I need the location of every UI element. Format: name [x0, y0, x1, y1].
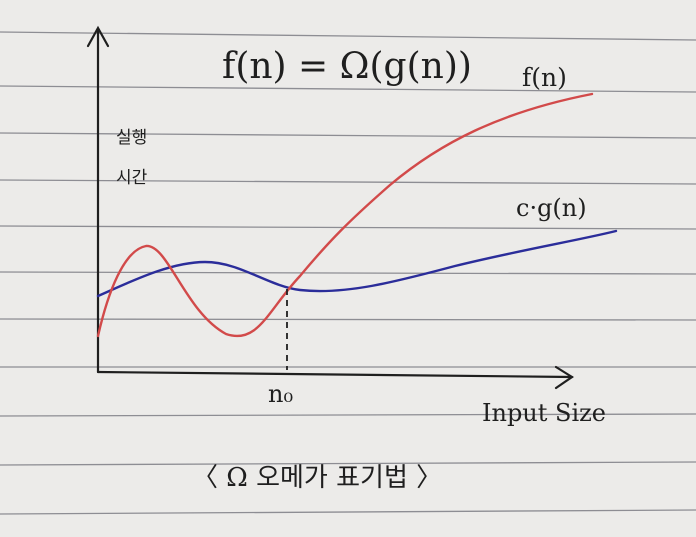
series-label-cgn: c·g(n)	[516, 194, 587, 222]
n0-label: n₀	[268, 380, 293, 408]
series-line-fn	[96, 92, 594, 338]
ruled-line	[0, 271, 696, 275]
y-axis-label-line1: 실행	[116, 128, 147, 148]
ruled-lines	[0, 31, 696, 515]
ruled-line	[0, 31, 696, 41]
caption: 〈 Ω 오메가 표기법 〉	[192, 463, 442, 493]
series-line-cgn	[96, 229, 618, 298]
ruled-line	[0, 413, 696, 417]
ruled-line	[0, 225, 696, 230]
x-axis	[96, 370, 574, 379]
ruled-line	[0, 461, 696, 466]
axes	[86, 25, 575, 390]
y-axis-label-line2: 시간	[116, 168, 148, 188]
ruled-line	[0, 179, 696, 185]
ruled-line	[0, 132, 696, 139]
series-label-fn: f(n)	[522, 63, 567, 92]
y-axis-arrow	[86, 25, 110, 48]
ruled-line	[0, 509, 696, 515]
ruled-line	[0, 85, 696, 93]
x-axis-label: Input Size	[482, 399, 606, 427]
chart-title: f(n) = Ω(g(n))	[222, 46, 472, 87]
ruled-line	[0, 318, 696, 321]
x-axis-arrow	[554, 365, 575, 390]
